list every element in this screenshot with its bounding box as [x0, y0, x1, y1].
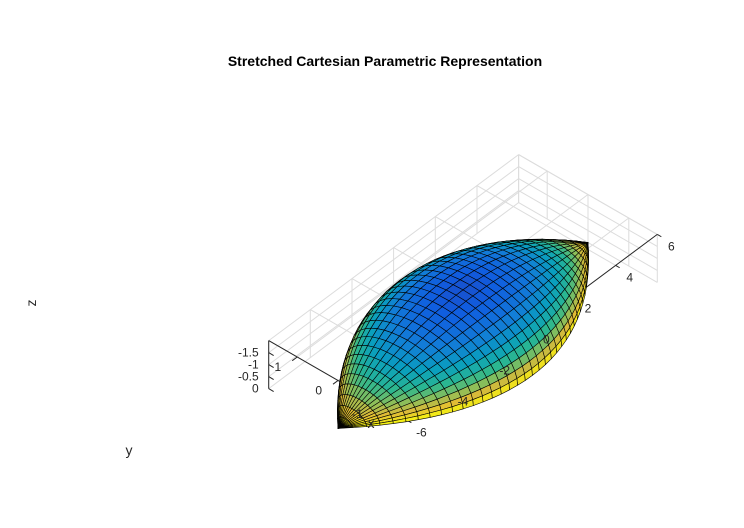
- y-axis-label: y: [126, 442, 133, 458]
- grid-line: [268, 166, 519, 354]
- y-tick: [332, 380, 339, 385]
- chart-title: Stretched Cartesian Parametric Represent…: [228, 53, 542, 69]
- surface-patch: [379, 420, 394, 426]
- z-tick: [268, 388, 274, 392]
- y-tick: [291, 356, 298, 362]
- x-axis-label: x: [368, 415, 375, 431]
- x-tick-label: -6: [416, 425, 427, 439]
- grid-line: [518, 166, 658, 247]
- z-tick: [268, 352, 274, 356]
- x-tick-label: -4: [458, 394, 469, 408]
- surface-patch: [337, 418, 339, 429]
- surface: [336, 238, 590, 429]
- grid-line: [518, 178, 658, 259]
- x-tick-label: 0: [543, 332, 550, 346]
- z-axis-label: z: [23, 300, 39, 307]
- x-tick: [657, 234, 662, 238]
- z-tick-label: -1: [248, 358, 259, 372]
- x-tick-label: 2: [585, 301, 592, 315]
- z-tick-label: -1.5: [238, 346, 259, 360]
- z-tick-label: 0: [252, 382, 259, 396]
- z-tick: [268, 364, 274, 368]
- grid-line: [296, 170, 548, 358]
- x-tick-label: 6: [668, 239, 675, 253]
- x-tick-label: -2: [499, 363, 510, 377]
- y-tick-label: 0: [315, 384, 322, 398]
- y-tick-label: 1: [275, 360, 282, 374]
- grid-line: [268, 190, 519, 378]
- grid-line: [268, 178, 519, 366]
- z-tick-label: -0.5: [238, 370, 259, 384]
- x-tick: [615, 265, 620, 269]
- y-tick-label: -1: [352, 407, 363, 421]
- x-tick-label: 4: [626, 270, 633, 284]
- z-tick: [268, 376, 274, 380]
- grid-line: [518, 190, 658, 271]
